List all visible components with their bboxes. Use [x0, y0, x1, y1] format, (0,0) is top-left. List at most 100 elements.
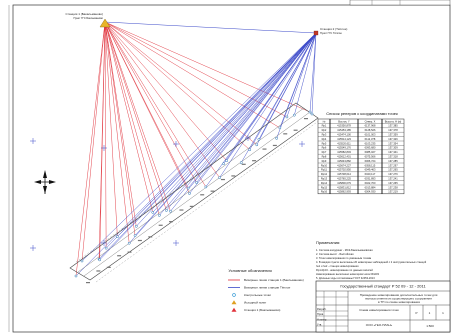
- table-cell: Rp4: [322, 137, 327, 141]
- point-label-mark: [283, 133, 288, 135]
- benchmark-point: [239, 161, 243, 164]
- title-block-sheets: 1: [442, 311, 444, 315]
- notes-lines: 1. Система координат - МСК-Бакальмановск…: [316, 248, 427, 280]
- point-label-mark: [210, 190, 215, 192]
- table-cell: Rp6: [322, 146, 327, 150]
- note-line: 4. В каждом пункте выполнены 20 нивелирн…: [316, 260, 427, 264]
- table-cell: 415582,803: [337, 150, 351, 154]
- benchmark-points: [74, 110, 314, 278]
- table-cell: 6085,027: [365, 150, 376, 154]
- legend-swatch-dot: [232, 293, 236, 297]
- title-block-stage: Р: [415, 311, 417, 315]
- benchmark-point: [157, 213, 161, 217]
- blue-sight-lines: [75, 21, 317, 277]
- point-label-mark: [293, 129, 298, 131]
- red-sight-line: [104, 21, 197, 183]
- point-label-mark: [220, 178, 225, 181]
- table-cell: 137,354: [388, 141, 398, 145]
- table-cell: 6137,968: [365, 124, 376, 128]
- table-cell: Rp2: [322, 128, 327, 132]
- blue-sight-line: [187, 32, 317, 189]
- benchmark-point: [165, 209, 168, 212]
- title-block-scale: 1:500: [426, 324, 434, 328]
- table-cell: Rp9: [322, 159, 327, 163]
- benchmark-point: [104, 246, 108, 250]
- signature-label: Н.контр.: [317, 317, 327, 321]
- table-cell: 137,326: [388, 137, 398, 141]
- table-cell: Rp15: [321, 185, 328, 189]
- signature-label: Пров.: [317, 312, 324, 316]
- table-cell: 415674,227: [337, 163, 351, 167]
- blue-sight-line: [309, 32, 317, 113]
- point-label-mark: [262, 148, 267, 150]
- benchmark-point: [195, 181, 198, 184]
- blue-sight-line: [241, 32, 317, 163]
- red-sight-line: [104, 21, 130, 244]
- blue-sight-line: [117, 32, 317, 237]
- station-1-sub: Пункт ГГС Баклыманово: [73, 16, 103, 20]
- station-2-marker: Станция 2 (Тёплое) Пункт ГГС Тёплое: [313, 27, 347, 36]
- benchmark-point: [275, 136, 278, 140]
- note-line: Rp1-Rp16 - нивелирование по данным запис…: [316, 268, 373, 272]
- table-cell: 6031,893: [365, 177, 376, 181]
- table-cell: 6058,115: [365, 163, 376, 167]
- table-cell: Rp10: [321, 163, 328, 167]
- title-block-sheet: 1: [429, 311, 431, 315]
- table-cell: 6022,700: [365, 181, 376, 185]
- coordinates-table: Список реперов с координатами точек № Вос…: [317, 111, 405, 195]
- point-label-mark: [106, 266, 111, 268]
- benchmark-point: [292, 113, 296, 117]
- station-2-sub: Пункт ГГС Тёплое: [320, 31, 342, 35]
- table-header-cell: Север, X: [365, 119, 376, 123]
- benchmark-point: [278, 126, 282, 130]
- table-cell: 137,318: [388, 155, 398, 159]
- note-line: 1. Система координат - МСК-Бакальмановск…: [316, 248, 373, 252]
- table-cell: 415350,878: [337, 124, 351, 128]
- point-label-mark: [169, 221, 174, 223]
- table-cell: 415612,401: [337, 155, 351, 159]
- benchmark-point: [127, 241, 131, 245]
- table-cell: 6112,378: [365, 137, 376, 141]
- table-cell: 415765,225: [337, 177, 351, 181]
- table-cell: 6128,526: [365, 128, 376, 132]
- signature-label: Разраб.: [317, 307, 327, 311]
- table-cell: 137,341: [388, 150, 398, 154]
- table-cell: Rp5: [322, 141, 327, 145]
- table-cell: 415549,176: [337, 146, 351, 150]
- benchmark-point: [204, 185, 208, 189]
- point-labels: [86, 118, 308, 284]
- table-grid: № Восток, Y Север, X Высота, H (м) Rp1 415350…: [317, 118, 405, 195]
- blue-sight-line: [134, 32, 317, 236]
- blue-sight-line: [311, 32, 317, 115]
- legend-swatch-triangle: [231, 300, 237, 305]
- table-cell: 415862,993: [337, 190, 351, 194]
- blue-sight-line: [258, 32, 317, 140]
- benchmark-point: [98, 258, 102, 262]
- table-cell: 6066,724: [365, 159, 376, 163]
- legend-label: Исходный пункт: [244, 301, 267, 305]
- table-cell: 6013,884: [365, 185, 376, 189]
- table-header-cell: Восток, Y: [338, 119, 350, 123]
- legend: Условные обозначения Визирные линии стан…: [228, 268, 304, 312]
- point-label-mark: [137, 239, 142, 242]
- station-1-label: Станция 1 (Бакальманово): [66, 12, 103, 16]
- table-cell: 137,309: [388, 146, 398, 150]
- point-label-mark: [200, 194, 205, 196]
- red-sight-line: [104, 21, 136, 236]
- legend-label: Визирные линии станции 1 (Баклыманово): [244, 278, 304, 282]
- title-block: Государственный стандарт Р 52 09 - 12 - …: [315, 280, 451, 333]
- benchmark-point: [133, 234, 137, 237]
- benchmark-point: [134, 224, 138, 228]
- sheet-frame: [12, 4, 451, 333]
- red-sight-line: [104, 21, 160, 216]
- point-label-mark: [127, 251, 132, 253]
- table-header-cell: №: [323, 120, 326, 123]
- red-sight-line: [104, 21, 288, 118]
- table-title: Список реперов с координатами точек: [326, 111, 398, 116]
- red-sight-line: [104, 21, 189, 189]
- table-cell: 137,265: [388, 168, 398, 172]
- notes-block: Примечания: 1. Система координат - МСК-Б…: [316, 240, 427, 280]
- red-sight-line: [104, 21, 257, 145]
- blue-sight-line: [286, 32, 317, 118]
